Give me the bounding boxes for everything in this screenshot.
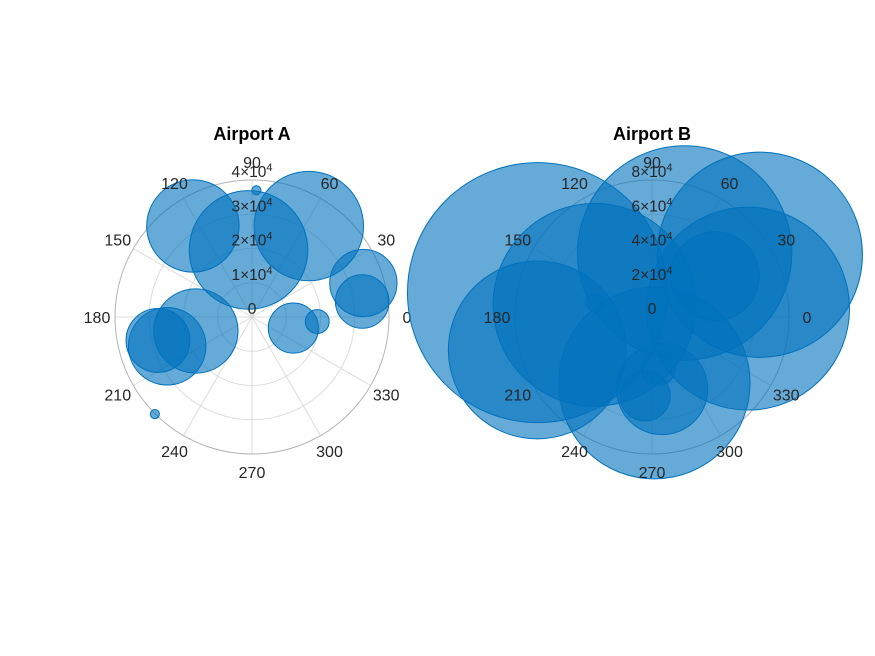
polar-axes-airport-a: Airport A 0 30 60 90 120 150 180 210 240 270 300 33… <box>84 124 412 482</box>
chart-title: Airport B <box>613 124 691 144</box>
bubble-marker <box>251 185 262 196</box>
theta-tick-label: 60 <box>721 176 739 193</box>
bubble-marker <box>304 309 330 335</box>
r-tick-label: 1×104 <box>231 265 272 284</box>
r-tick-label: 4×104 <box>231 162 272 181</box>
polar-outer-ring <box>114 179 390 455</box>
axis-labels: 0 30 60 90 120 150 180 210 240 270 300 330 0 1×104 2×1… <box>84 155 412 482</box>
theta-tick-label: 240 <box>561 444 588 461</box>
bubble-marker <box>253 170 365 282</box>
bubble-marker <box>153 288 239 374</box>
chart-title: Airport A <box>213 124 290 144</box>
theta-tick-label: 60 <box>321 176 339 193</box>
theta-tick-label: 210 <box>504 388 531 405</box>
theta-tick-label: 180 <box>84 310 111 327</box>
axis-labels: 0 30 60 90 120 150 180 210 240 270 300 330 0 2×104 4×1… <box>484 155 812 482</box>
theta-tick-label: 330 <box>373 388 400 405</box>
theta-tick-label: 180 <box>484 310 511 327</box>
theta-tick-label: 30 <box>777 233 795 250</box>
theta-tick-label: 30 <box>377 233 395 250</box>
theta-tick-label: 240 <box>161 444 188 461</box>
r-tick-label: 6×104 <box>631 196 672 215</box>
theta-tick-label: 120 <box>561 176 588 193</box>
theta-tick-label: 210 <box>104 388 131 405</box>
theta-tick-label: 150 <box>104 233 131 250</box>
theta-tick-label: 300 <box>316 444 343 461</box>
r-tick-label: 0 <box>648 301 657 318</box>
bubble-marker <box>640 350 676 386</box>
r-tick-label: 0 <box>248 301 257 318</box>
bubble-series <box>406 145 863 480</box>
bubble-marker <box>334 274 390 329</box>
theta-tick-label: 120 <box>161 176 188 193</box>
theta-tick-label: 270 <box>239 465 266 482</box>
theta-tick-label: 0 <box>803 310 812 327</box>
theta-tick-label: 300 <box>716 444 743 461</box>
r-tick-label: 3×104 <box>231 196 272 215</box>
theta-tick-label: 270 <box>639 465 666 482</box>
r-tick-label: 2×104 <box>631 265 672 284</box>
theta-tick-label: 330 <box>773 388 800 405</box>
r-tick-label: 8×104 <box>631 162 672 181</box>
polar-axes-airport-b: Airport B 0 30 60 90 120 150 180 210 240 270 300 33… <box>406 124 863 482</box>
bubble-marker <box>149 409 160 420</box>
theta-tick-label: 90 <box>643 155 661 172</box>
r-tick-label: 4×104 <box>631 231 672 250</box>
r-tick-label: 2×104 <box>231 231 272 250</box>
bubble-series <box>125 170 398 420</box>
theta-tick-label: 90 <box>243 155 261 172</box>
theta-tick-label: 0 <box>403 310 412 327</box>
theta-tick-label: 150 <box>504 233 531 250</box>
